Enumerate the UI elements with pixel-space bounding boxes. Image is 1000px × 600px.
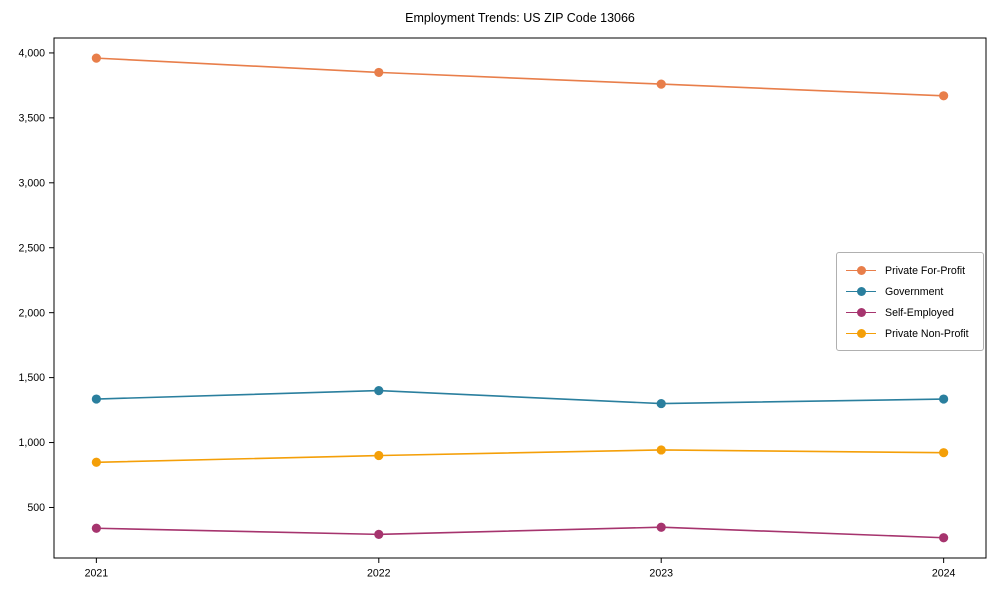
data-point-private-non-profit: [91, 457, 101, 467]
legend-label: Self-Employed: [885, 306, 954, 319]
data-point-private-for-profit: [939, 91, 949, 101]
y-tick-label: 500: [27, 502, 45, 514]
series-line-self-employed: [96, 526, 944, 539]
y-tick-label: 3,000: [18, 177, 45, 189]
data-point-private-non-profit: [374, 450, 384, 461]
data-point-private-non-profit: [939, 448, 949, 458]
legend-line-marker-icon: [846, 265, 876, 277]
series-line-private-non-profit: [96, 449, 944, 464]
x-tick-label: 2023: [649, 568, 673, 580]
x-tick-label: 2021: [85, 568, 109, 580]
y-tick-label: 4,000: [18, 48, 45, 60]
data-point-private-non-profit: [656, 445, 666, 455]
data-point-private-for-profit: [91, 53, 101, 63]
data-point-self-employed: [91, 523, 101, 533]
data-point-government: [656, 398, 666, 409]
legend-line-marker-icon: [846, 328, 876, 340]
y-tick-label: 1,500: [18, 372, 45, 384]
plot-border: [53, 37, 987, 559]
data-point-government: [939, 394, 949, 404]
data-point-self-employed: [656, 522, 666, 532]
chart-title: Employment Trends: US ZIP Code 13066: [405, 11, 635, 25]
data-point-private-for-profit: [656, 79, 666, 89]
legend-item-private-non-profit: Private Non-Profit: [846, 323, 975, 344]
data-point-self-employed: [939, 533, 949, 543]
x-tick-label: 2024: [932, 568, 956, 580]
y-tick-label: 2,500: [18, 242, 45, 254]
data-point-private-for-profit: [374, 67, 384, 78]
legend-item-government: Government: [846, 281, 975, 302]
data-point-government: [91, 394, 101, 404]
data-point-self-employed: [374, 529, 384, 539]
y-tick-label: 2,000: [18, 307, 45, 319]
legend-item-self-employed: Self-Employed: [846, 302, 975, 323]
legend-label: Government: [885, 285, 944, 298]
legend: Private For-Profit Government Self-Employe…: [836, 252, 984, 351]
y-tick-label: 1,000: [18, 437, 45, 449]
legend-line-marker-icon: [846, 307, 876, 319]
legend-line-marker-icon: [846, 286, 876, 298]
x-tick-label: 2022: [367, 568, 391, 580]
legend-label: Private Non-Profit: [885, 327, 969, 340]
series-line-private-for-profit: [96, 57, 944, 97]
legend-item-private-for-profit: Private For-Profit: [846, 260, 975, 281]
data-point-government: [374, 385, 384, 396]
y-tick-label: 3,500: [18, 112, 45, 124]
legend-label: Private For-Profit: [885, 264, 966, 277]
series-line-government: [96, 389, 944, 405]
